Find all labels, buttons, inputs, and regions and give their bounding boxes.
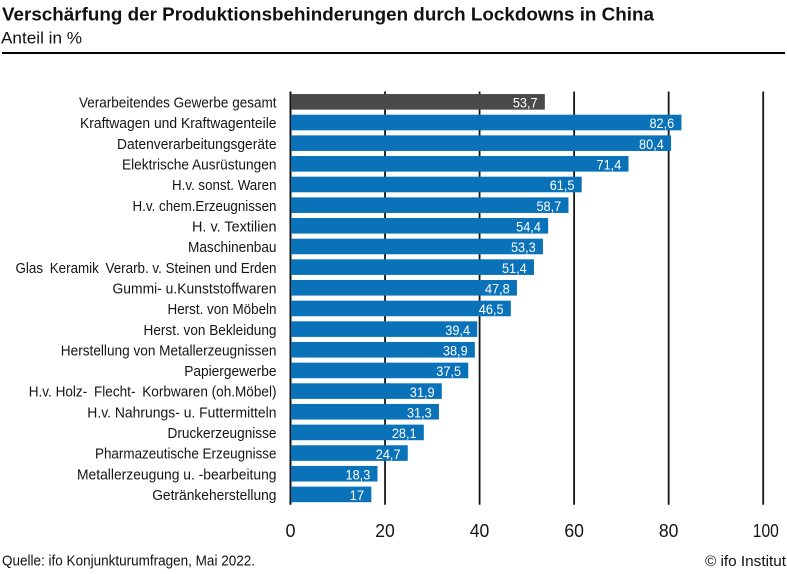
svg-text:Metallerzeugung u. -bearbeitun: Metallerzeugung u. -bearbeitung <box>77 467 277 483</box>
svg-text:Quelle: ifo Konjunkturumfragen: Quelle: ifo Konjunkturumfragen, Mai 2022… <box>2 554 255 570</box>
svg-text:40: 40 <box>470 521 490 541</box>
svg-text:100: 100 <box>753 521 779 541</box>
svg-text:Maschinenbau: Maschinenbau <box>188 240 277 256</box>
svg-text:Herstellung von Metallerzeugni: Herstellung von Metallerzeugnissen <box>61 343 277 359</box>
svg-text:Verschärfung der Produktionsbe: Verschärfung der Produktionsbehinderunge… <box>2 4 655 25</box>
svg-text:Glas Keramik Verarb. v. Steine: Glas Keramik Verarb. v. Steinen und Erde… <box>16 261 277 277</box>
svg-text:80: 80 <box>659 521 679 541</box>
svg-text:51,4: 51,4 <box>502 261 527 276</box>
svg-text:H.v. Nahrungs- u. Futtermittel: H.v. Nahrungs- u. Futtermitteln <box>87 405 276 421</box>
svg-text:61,5: 61,5 <box>550 178 575 193</box>
svg-text:47,8: 47,8 <box>485 281 510 296</box>
svg-text:Druckerzeugnisse: Druckerzeugnisse <box>168 426 277 442</box>
svg-text:H. v. Textilien: H. v. Textilien <box>192 219 277 235</box>
svg-text:Gummi- u.Kunststoffwaren: Gummi- u.Kunststoffwaren <box>113 281 277 297</box>
svg-text:Getränkeherstellung: Getränkeherstellung <box>152 488 276 504</box>
svg-text:© ifo Institut: © ifo Institut <box>705 554 786 570</box>
svg-text:28,1: 28,1 <box>392 426 417 441</box>
svg-text:18,3: 18,3 <box>346 467 371 482</box>
svg-text:53,7: 53,7 <box>513 96 538 111</box>
svg-text:31,3: 31,3 <box>407 405 432 420</box>
svg-text:Pharmazeutische Erzeugnisse: Pharmazeutische Erzeugnisse <box>95 447 277 463</box>
svg-text:82,6: 82,6 <box>649 116 674 131</box>
svg-text:39,4: 39,4 <box>445 323 470 338</box>
svg-text:H.v. chem.Erzeugnissen: H.v. chem.Erzeugnissen <box>133 199 277 215</box>
svg-text:20: 20 <box>375 521 395 541</box>
svg-text:46,5: 46,5 <box>479 302 504 317</box>
svg-text:Herst. von Möbeln: Herst. von Möbeln <box>168 302 277 318</box>
svg-text:31,9: 31,9 <box>410 385 435 400</box>
svg-text:Anteil in %: Anteil in % <box>1 29 82 48</box>
svg-text:Papiergewerbe: Papiergewerbe <box>184 364 276 380</box>
svg-text:54,4: 54,4 <box>516 220 541 235</box>
svg-text:60: 60 <box>564 521 584 541</box>
svg-text:Verarbeitendes Gewerbe gesamt: Verarbeitendes Gewerbe gesamt <box>79 96 277 112</box>
svg-text:17: 17 <box>350 488 365 503</box>
svg-text:Kraftwagen und Kraftwagenteile: Kraftwagen und Kraftwagenteile <box>80 116 277 132</box>
svg-text:0: 0 <box>286 521 296 541</box>
svg-text:71,4: 71,4 <box>597 158 622 173</box>
svg-text:37,5: 37,5 <box>436 364 461 379</box>
svg-text:Datenverarbeitungsgeräte: Datenverarbeitungsgeräte <box>117 137 277 153</box>
svg-text:38,9: 38,9 <box>443 343 468 358</box>
svg-text:80,4: 80,4 <box>639 137 664 152</box>
svg-text:58,7: 58,7 <box>536 199 561 214</box>
svg-text:Herst. von Bekleidung: Herst. von Bekleidung <box>144 323 277 339</box>
svg-text:H.v. sonst. Waren: H.v. sonst. Waren <box>172 178 277 194</box>
svg-text:53,3: 53,3 <box>511 240 536 255</box>
svg-text:Elektrische Ausrüstungen: Elektrische Ausrüstungen <box>122 157 277 173</box>
svg-text:H.v. Holz- Flecht- Korbwaren (: H.v. Holz- Flecht- Korbwaren (oh.Möbel) <box>29 385 277 401</box>
svg-text:24,7: 24,7 <box>376 447 401 462</box>
